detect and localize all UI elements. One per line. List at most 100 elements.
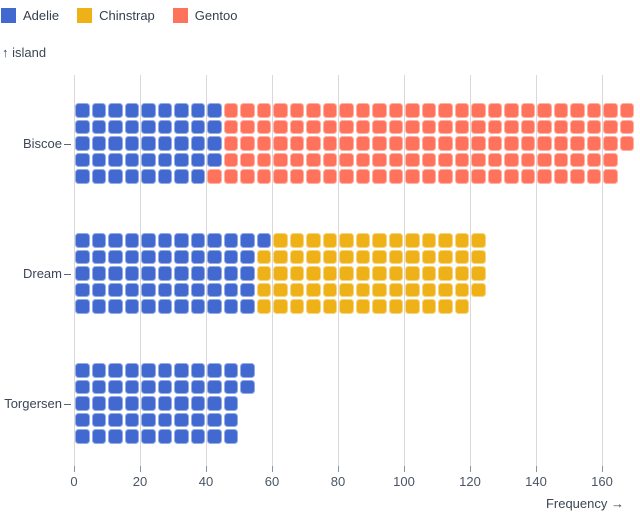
waffle-cell-biscoe-gentoo (438, 136, 453, 151)
waffle-cell-torgersen-adelie (174, 396, 189, 411)
waffle-cell-biscoe-gentoo (438, 152, 453, 167)
waffle-cell-dream-adelie (190, 266, 205, 281)
legend-label: Gentoo (194, 8, 238, 23)
waffle-cell-dream-adelie (75, 282, 90, 297)
waffle-cell-torgersen-adelie (75, 379, 90, 394)
waffle-cell-dream-adelie (223, 249, 238, 264)
waffle-cell-biscoe-adelie (190, 136, 205, 151)
waffle-cell-biscoe-adelie (75, 119, 90, 134)
waffle-cell-dream-adelie (108, 282, 123, 297)
gridline-x-20 (140, 75, 141, 466)
waffle-cell-dream-chinstrap (273, 266, 288, 281)
waffle-cell-biscoe-adelie (75, 136, 90, 151)
waffle-cell-biscoe-adelie (207, 152, 222, 167)
x-tick-mark-60 (272, 466, 273, 472)
waffle-cell-dream-adelie (108, 299, 123, 314)
waffle-cell-biscoe-gentoo (537, 119, 552, 134)
waffle-cell-dream-adelie (223, 233, 238, 248)
x-tick-label-100: 100 (393, 474, 415, 489)
waffle-cell-biscoe-gentoo (405, 169, 420, 184)
waffle-cell-torgersen-adelie (75, 396, 90, 411)
waffle-cell-dream-chinstrap (355, 299, 370, 314)
waffle-cell-biscoe-gentoo (537, 136, 552, 151)
waffle-cell-biscoe-gentoo (372, 119, 387, 134)
waffle-cell-biscoe-adelie (91, 152, 106, 167)
waffle-cell-biscoe-gentoo (240, 152, 255, 167)
y-tick-label-torgersen: Torgersen (4, 396, 62, 412)
waffle-cell-biscoe-gentoo (438, 119, 453, 134)
waffle-cell-biscoe-gentoo (289, 103, 304, 118)
waffle-cell-biscoe-gentoo (570, 136, 585, 151)
waffle-cell-dream-chinstrap (471, 233, 486, 248)
waffle-cell-biscoe-gentoo (388, 136, 403, 151)
waffle-cell-biscoe-adelie (91, 119, 106, 134)
waffle-cell-torgersen-adelie (190, 412, 205, 427)
waffle-cell-biscoe-gentoo (471, 136, 486, 151)
waffle-cell-biscoe-adelie (124, 152, 139, 167)
waffle-cell-dream-chinstrap (256, 299, 271, 314)
waffle-cell-dream-adelie (108, 249, 123, 264)
waffle-cell-dream-adelie (75, 233, 90, 248)
waffle-cell-biscoe-adelie (108, 119, 123, 134)
waffle-cell-torgersen-adelie (75, 363, 90, 378)
waffle-cell-torgersen-adelie (157, 396, 172, 411)
waffle-cell-dream-adelie (157, 266, 172, 281)
waffle-cell-biscoe-adelie (108, 152, 123, 167)
waffle-cell-biscoe-adelie (207, 119, 222, 134)
x-tick-mark-160 (602, 466, 603, 472)
waffle-cell-biscoe-gentoo (405, 152, 420, 167)
waffle-cell-torgersen-adelie (91, 429, 106, 444)
waffle-cell-dream-chinstrap (355, 282, 370, 297)
waffle-cell-biscoe-gentoo (388, 169, 403, 184)
waffle-cell-dream-adelie (108, 233, 123, 248)
waffle-cell-torgersen-adelie (91, 396, 106, 411)
waffle-cell-dream-chinstrap (471, 282, 486, 297)
waffle-cell-dream-adelie (157, 233, 172, 248)
waffle-cell-dream-chinstrap (421, 266, 436, 281)
legend-swatch-chinstrap (77, 8, 93, 23)
x-tick-mark-100 (404, 466, 405, 472)
y-tick-mark-torgersen (64, 404, 71, 406)
waffle-cell-dream-chinstrap (289, 249, 304, 264)
waffle-cell-biscoe-gentoo (586, 152, 601, 167)
waffle-cell-biscoe-gentoo (306, 103, 321, 118)
waffle-cell-torgersen-adelie (190, 396, 205, 411)
waffle-cell-dream-chinstrap (372, 282, 387, 297)
chart-legend: Adelie Chinstrap Gentoo (1, 8, 237, 23)
waffle-cell-biscoe-gentoo (570, 152, 585, 167)
waffle-cell-dream-adelie (75, 266, 90, 281)
waffle-cell-biscoe-gentoo (207, 169, 222, 184)
waffle-cell-biscoe-gentoo (603, 119, 618, 134)
waffle-cell-biscoe-gentoo (520, 169, 535, 184)
waffle-cell-torgersen-adelie (223, 396, 238, 411)
waffle-cell-dream-chinstrap (339, 282, 354, 297)
waffle-cell-biscoe-gentoo (256, 169, 271, 184)
waffle-cell-biscoe-gentoo (537, 103, 552, 118)
waffle-cell-dream-adelie (157, 299, 172, 314)
waffle-cell-dream-chinstrap (289, 233, 304, 248)
waffle-cell-dream-chinstrap (471, 266, 486, 281)
waffle-cell-biscoe-adelie (75, 169, 90, 184)
waffle-cell-dream-adelie (157, 282, 172, 297)
waffle-cell-biscoe-gentoo (372, 103, 387, 118)
gridline-x-40 (206, 75, 207, 466)
waffle-cell-torgersen-adelie (108, 429, 123, 444)
waffle-cell-biscoe-gentoo (504, 152, 519, 167)
waffle-cell-biscoe-adelie (108, 103, 123, 118)
waffle-cell-dream-adelie (124, 249, 139, 264)
waffle-cell-biscoe-gentoo (454, 119, 469, 134)
waffle-cell-torgersen-adelie (174, 412, 189, 427)
waffle-cell-dream-chinstrap (306, 233, 321, 248)
waffle-cell-biscoe-gentoo (553, 119, 568, 134)
waffle-cell-biscoe-gentoo (388, 119, 403, 134)
waffle-cell-biscoe-gentoo (339, 136, 354, 151)
waffle-cell-biscoe-adelie (207, 136, 222, 151)
waffle-cell-dream-adelie (207, 233, 222, 248)
waffle-cell-biscoe-gentoo (223, 119, 238, 134)
legend-item-gentoo: Gentoo (172, 8, 238, 23)
waffle-cell-torgersen-adelie (174, 379, 189, 394)
waffle-cell-dream-adelie (174, 249, 189, 264)
waffle-cell-torgersen-adelie (108, 379, 123, 394)
waffle-cell-biscoe-gentoo (223, 136, 238, 151)
waffle-cell-biscoe-gentoo (421, 152, 436, 167)
